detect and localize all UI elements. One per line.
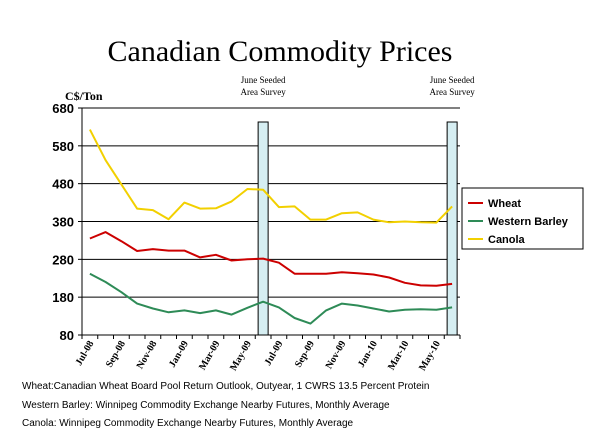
x-tick-label-7: Sep-09	[293, 339, 317, 370]
annotation-line2-0: Area Survey	[241, 87, 287, 97]
survey-marker-1	[446, 121, 458, 336]
footnote-barley: Western Barley: Winnipeg Commodity Excha…	[22, 400, 390, 411]
x-tick-label-8: Nov-09	[324, 339, 349, 371]
legend: Wheat Western Barley Canola	[461, 187, 584, 250]
footnotes: Wheat:Canadian Wheat Board Pool Return O…	[22, 381, 429, 429]
x-tick-label-9: Jan-10	[356, 339, 380, 370]
annotation-line2-1: Area Survey	[430, 87, 476, 97]
legend-label-1: Western Barley	[488, 216, 569, 228]
x-tick-label-0: Jul-08	[74, 339, 97, 368]
footnote-wheat: Wheat:Canadian Wheat Board Pool Return O…	[22, 381, 429, 392]
y-tick-label-5: 580	[52, 139, 74, 154]
y-tick-label-0: 80	[60, 328, 74, 343]
x-tick-label-10: Mar-10	[386, 339, 411, 372]
y-tick-label-1: 180	[52, 290, 74, 305]
x-tick-label-3: Jan-09	[167, 339, 191, 370]
x-tick-label-11: May-10	[417, 339, 443, 373]
y-tick-label-4: 480	[52, 177, 74, 192]
axes	[78, 107, 461, 339]
legend-label-0: Wheat	[488, 198, 521, 210]
series-lines	[89, 129, 453, 325]
footnote-canola: Canola: Winnipeg Commodity Exchange Near…	[22, 418, 354, 429]
x-tick-label-6: Jul-09	[263, 339, 286, 368]
y-axis-label: C$/Ton	[65, 89, 103, 103]
grid-lines	[82, 107, 460, 298]
y-tick-label-2: 280	[52, 252, 74, 267]
series-line-western-barley	[89, 272, 453, 325]
chart-title: Canadian Commodity Prices	[108, 35, 453, 68]
x-tick-label-1: Sep-08	[104, 339, 128, 370]
series-line-wheat	[89, 231, 453, 287]
x-tick-label-2: Nov-08	[135, 339, 160, 371]
series-line-canola	[89, 129, 453, 224]
annotation-line1-1: June Seeded	[430, 75, 475, 85]
annotation-line1-0: June Seeded	[241, 75, 286, 85]
y-tick-label-6: 680	[52, 101, 74, 116]
y-tick-labels: 80 180 280 380 480 580 680	[52, 101, 74, 343]
survey-markers	[257, 121, 458, 336]
x-tick-label-5: May-09	[228, 339, 254, 373]
annotations: June Seeded Area Survey June Seeded Area Su…	[241, 75, 476, 97]
x-tick-label-4: Mar-09	[197, 339, 222, 372]
y-tick-label-3: 380	[52, 215, 74, 230]
legend-label-2: Canola	[488, 234, 526, 246]
x-tick-labels: Jul-08 Sep-08 Nov-08 Jan-09 Mar-09 May-09 Jul-…	[74, 339, 443, 373]
